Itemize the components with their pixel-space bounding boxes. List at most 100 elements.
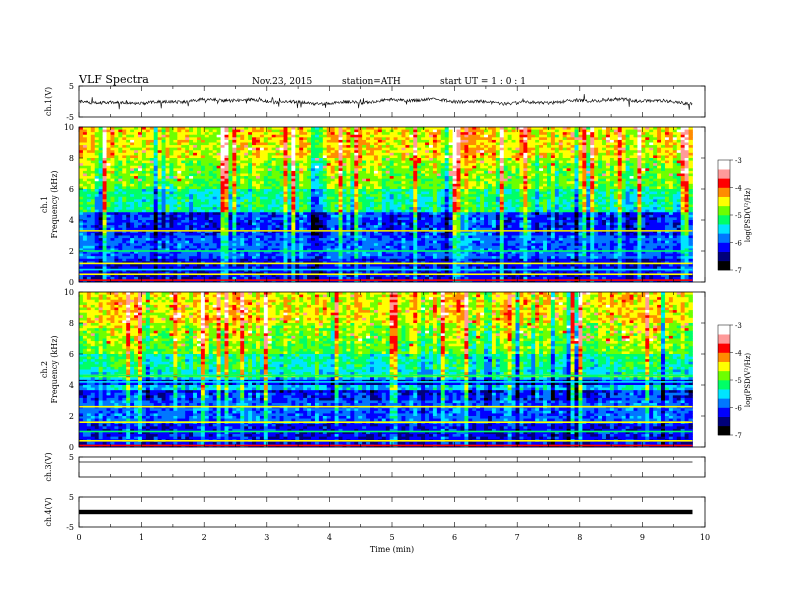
spectrogram-cell	[212, 189, 218, 192]
spectrogram-cell	[684, 155, 689, 159]
spectrogram-cell	[397, 173, 402, 177]
spectrogram-cell	[456, 127, 461, 130]
spectrogram-cell	[228, 189, 233, 192]
spectrogram-cell	[283, 204, 288, 208]
spectrogram-cell	[338, 163, 343, 167]
spectrogram-cell	[684, 132, 689, 136]
spectrogram-cell	[668, 186, 674, 190]
spectrogram-cell	[145, 181, 151, 185]
spectrogram-cell	[531, 132, 536, 136]
spectrogram-cell	[134, 147, 139, 151]
spectrogram-cell	[110, 170, 115, 174]
spectrogram-cell	[570, 176, 575, 180]
spectrogram-cell	[90, 165, 96, 169]
spectrogram-cell	[161, 183, 166, 187]
spectrogram-cell	[334, 137, 339, 141]
spectrogram-cell	[311, 139, 316, 143]
spectrogram-cell	[491, 186, 497, 190]
spectrogram-cell	[491, 199, 497, 203]
spectrogram-cell	[137, 147, 143, 151]
spectrogram-cell	[468, 191, 473, 195]
spectrogram-cell	[79, 178, 84, 182]
spectrogram-cell	[641, 139, 646, 143]
spectrogram-cell	[484, 160, 489, 164]
spectrogram-cell	[385, 150, 391, 154]
spectrogram-cell	[550, 160, 556, 164]
spectrogram-cell	[535, 176, 540, 180]
spectrogram-cell	[185, 158, 190, 161]
spectrogram-cell	[259, 183, 265, 187]
spectrogram-cell	[633, 196, 638, 200]
spectrogram-cell	[594, 127, 599, 130]
spectrogram-cell	[271, 168, 277, 172]
spectrogram-cell	[338, 201, 343, 205]
spectrogram-cell	[79, 158, 84, 161]
spectrogram-cell	[472, 186, 477, 190]
spectrogram-cell	[653, 191, 658, 195]
spectrogram-cell	[287, 134, 292, 138]
spectrogram-cell	[605, 129, 611, 133]
spectrogram-cell	[645, 165, 650, 169]
spectrogram-cell	[389, 181, 394, 185]
spectrogram-cell	[161, 178, 166, 182]
spectrogram-cell	[145, 170, 151, 174]
spectrogram-cell	[425, 178, 430, 182]
spectrogram-cell	[653, 129, 658, 133]
spectrogram-cell	[94, 145, 100, 149]
spectrogram-cell	[169, 147, 174, 151]
spectrogram-cell	[625, 160, 630, 164]
spectrogram-cell	[326, 158, 332, 161]
spectrogram-cell	[456, 155, 461, 159]
spectrogram-cell	[625, 127, 630, 130]
spectrogram-cell	[531, 147, 536, 151]
spectrogram-cell	[322, 155, 328, 159]
spectrogram-cell	[141, 189, 147, 192]
spectrogram-cell	[460, 165, 465, 169]
spectrogram-cell	[169, 127, 174, 130]
spectrogram-cell	[322, 183, 328, 187]
spectrogram-cell	[110, 127, 115, 130]
spectrogram-cell	[417, 168, 422, 172]
spectrogram-cell	[523, 150, 528, 154]
spectrogram-cell	[641, 155, 646, 159]
spectrogram-cell	[279, 194, 284, 198]
spectrogram-cell	[314, 196, 320, 200]
spectrogram-cell	[200, 181, 206, 185]
spectrogram-cell	[291, 142, 296, 146]
spectrogram-cell	[338, 194, 343, 198]
spectrogram-cell	[574, 176, 579, 180]
spectrogram-cell	[362, 129, 367, 133]
spectrogram-cell	[267, 173, 273, 177]
spectrogram-cell	[240, 129, 245, 133]
spectrogram-cell	[476, 191, 481, 195]
spectrogram-cell	[346, 142, 351, 146]
spectrogram-cell	[578, 163, 583, 167]
spectrogram-cell	[130, 165, 135, 169]
spectrogram-cell	[523, 181, 528, 185]
spectrogram-cell	[110, 132, 115, 136]
spectrogram-cell	[468, 204, 473, 208]
spectrogram-cell	[338, 152, 343, 156]
spectrogram-cell	[208, 137, 214, 141]
spectrogram-cell	[271, 137, 277, 141]
spectrogram-cell	[318, 181, 324, 185]
spectrogram-cell	[350, 137, 355, 141]
spectrogram-cell	[122, 160, 127, 164]
spectrogram-cell	[566, 173, 571, 177]
spectrogram-cell	[464, 142, 469, 146]
spectrogram-cell	[189, 189, 194, 192]
spectrogram-cell	[165, 178, 170, 182]
spectrogram-cell	[429, 183, 434, 187]
spectrogram-cell	[267, 160, 273, 164]
spectrogram-cell	[204, 163, 210, 167]
spectrogram-cell	[252, 137, 257, 141]
spectrogram-cell	[429, 150, 434, 154]
spectrogram-cell	[645, 160, 650, 164]
spectrogram-cell	[629, 178, 634, 182]
spectrogram-cell	[409, 191, 414, 195]
spectrogram-cell	[672, 134, 678, 138]
spectrogram-cell	[271, 129, 277, 133]
spectrogram-cell	[366, 181, 371, 185]
spectrogram-cell	[232, 150, 237, 154]
spectrogram-cell	[295, 165, 300, 169]
